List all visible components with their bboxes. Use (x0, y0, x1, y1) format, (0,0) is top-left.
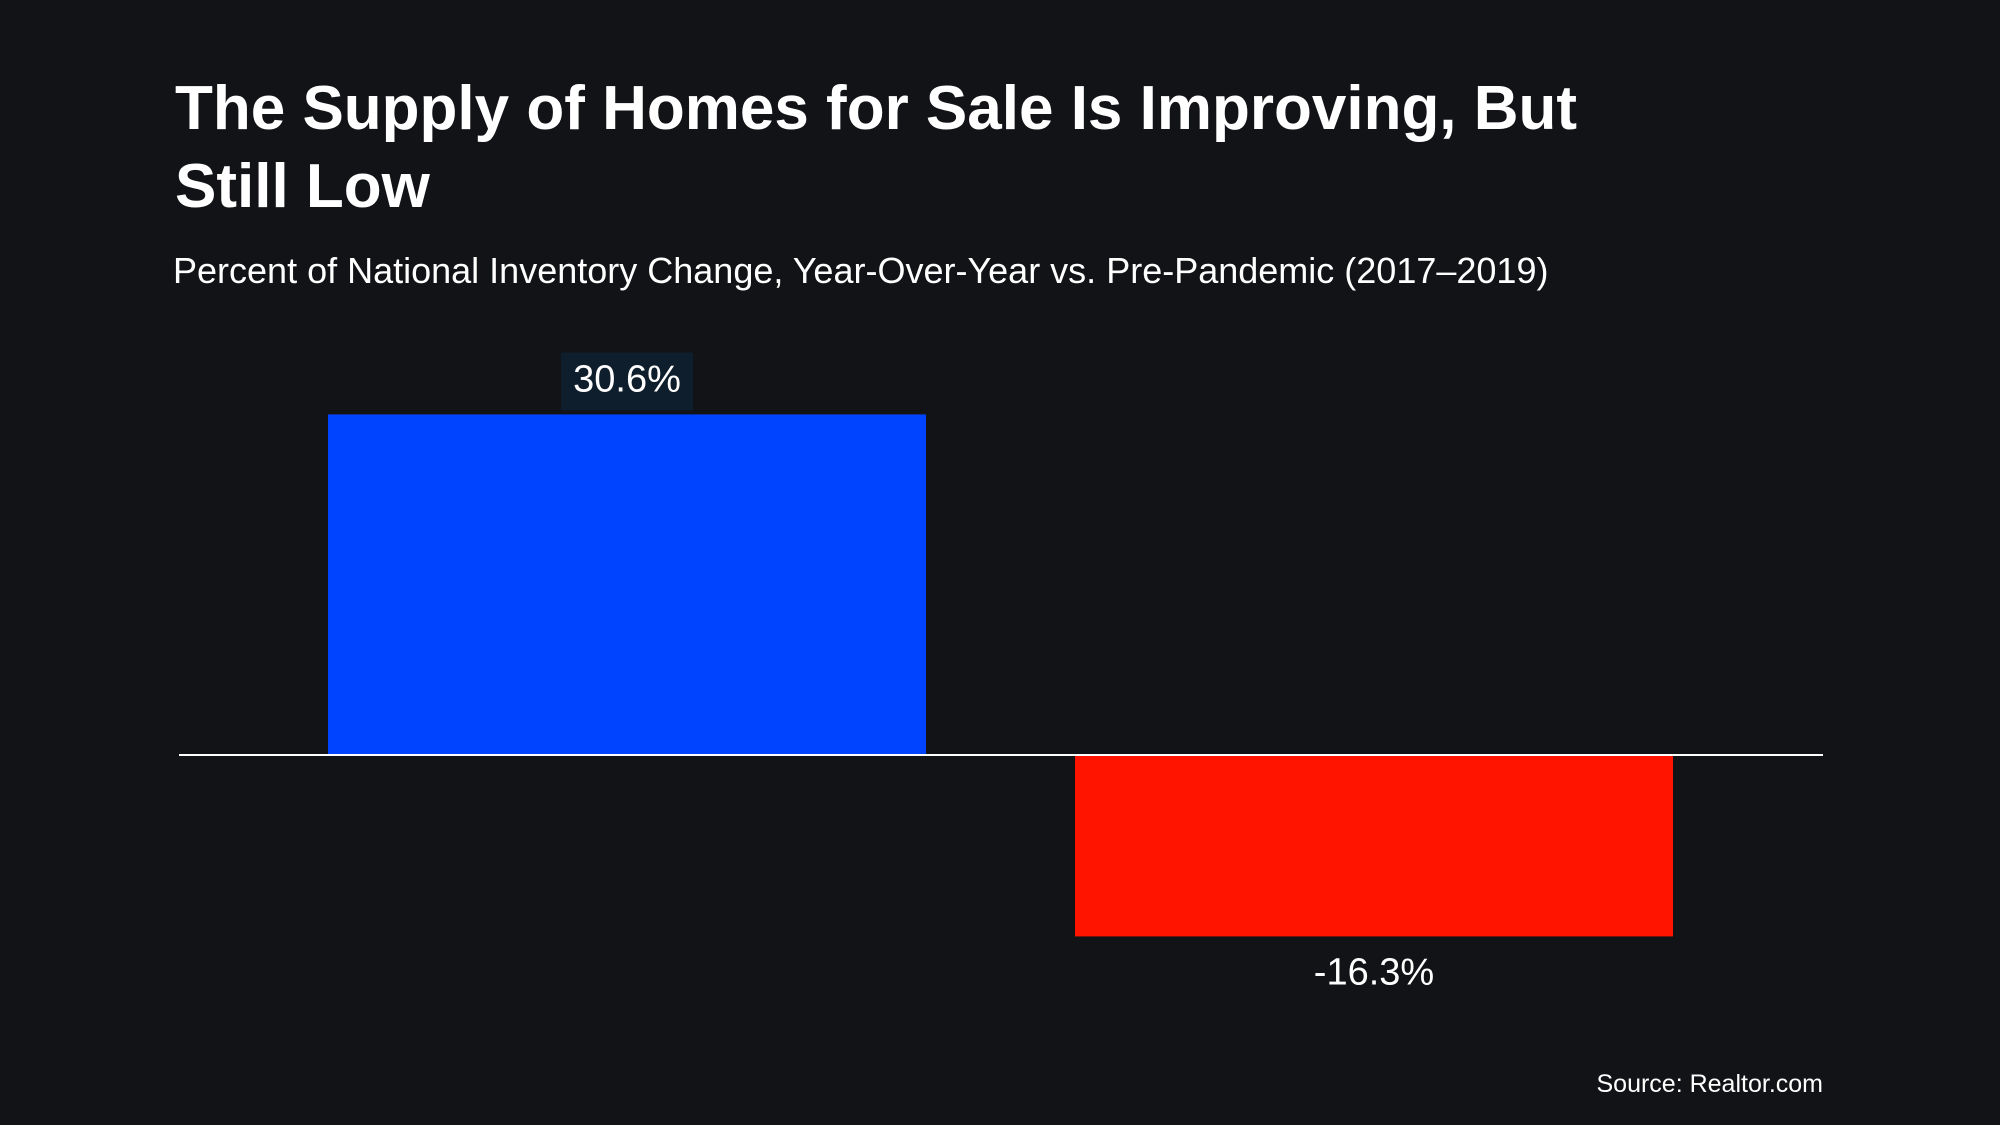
value-label: -16.3% (1314, 951, 1434, 993)
label-background (561, 352, 693, 411)
chart-title: The Supply of Homes for Sale Is Improvin… (175, 74, 1578, 221)
value-label: 30.6% (573, 358, 681, 400)
bar (328, 414, 926, 755)
bar (1075, 755, 1673, 937)
source-note: Source: Realtor.com (1596, 1070, 1824, 1098)
chart-subtitle: Percent of National Inventory Change, Ye… (173, 250, 1549, 291)
